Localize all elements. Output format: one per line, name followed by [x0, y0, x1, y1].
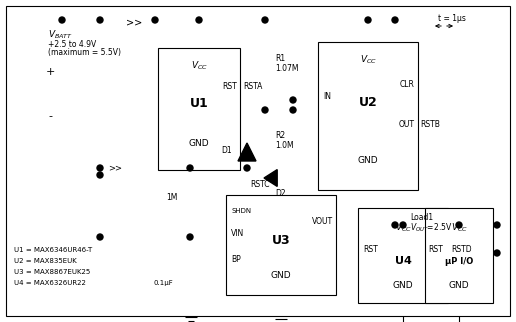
Circle shape [152, 17, 158, 23]
Circle shape [290, 97, 296, 103]
Bar [425, 208, 493, 303]
Text: U3: U3 [272, 233, 291, 247]
Circle shape [494, 222, 500, 228]
Text: $V_{CC}$: $V_{CC}$ [360, 54, 377, 66]
Text: Load1: Load1 [410, 213, 433, 222]
Text: U3 = MAX8867EUK25: U3 = MAX8867EUK25 [14, 269, 90, 275]
Circle shape [262, 17, 268, 23]
Text: +: + [45, 67, 55, 77]
Text: SHDN: SHDN [231, 208, 251, 214]
Circle shape [392, 222, 398, 228]
Text: U4 = MAX6326UR22: U4 = MAX6326UR22 [14, 280, 86, 286]
Text: D2: D2 [275, 188, 286, 197]
Circle shape [400, 222, 406, 228]
Text: -: - [48, 111, 52, 121]
Text: >>: >> [126, 17, 142, 27]
Circle shape [97, 165, 103, 171]
Text: U1: U1 [189, 97, 208, 109]
Circle shape [392, 17, 398, 23]
Text: OUT: OUT [399, 120, 415, 129]
Circle shape [196, 17, 202, 23]
Circle shape [59, 17, 65, 23]
Text: U1 = MAX6346UR46-T: U1 = MAX6346UR46-T [14, 247, 92, 253]
Circle shape [97, 17, 103, 23]
Circle shape [290, 107, 296, 113]
Text: BP: BP [231, 255, 241, 264]
Bar [158, 48, 240, 170]
Text: U4: U4 [395, 256, 411, 266]
Circle shape [456, 222, 462, 228]
Text: >>: >> [108, 164, 122, 173]
Text: GND: GND [271, 270, 292, 279]
Bar [358, 208, 448, 303]
Text: 1M: 1M [167, 194, 178, 203]
Text: (maximum = 5.5V): (maximum = 5.5V) [48, 48, 121, 56]
Text: VOUT: VOUT [312, 217, 333, 226]
Circle shape [97, 172, 103, 178]
Polygon shape [238, 143, 256, 161]
Text: R1: R1 [275, 53, 285, 62]
Circle shape [262, 107, 268, 113]
Text: t = 1μs: t = 1μs [438, 14, 466, 23]
Text: RST: RST [428, 245, 443, 254]
Bar [318, 42, 418, 190]
Text: U2 = MAX835EUK: U2 = MAX835EUK [14, 258, 77, 264]
Text: D1: D1 [221, 146, 232, 155]
Text: $V_{CC}$: $V_{CC}$ [395, 222, 411, 234]
Polygon shape [264, 170, 277, 186]
Text: μP I/O: μP I/O [445, 257, 473, 266]
Text: RSTB: RSTB [420, 120, 440, 129]
Text: R2: R2 [275, 130, 285, 139]
Text: 1.07M: 1.07M [275, 63, 298, 72]
Circle shape [244, 165, 250, 171]
Circle shape [365, 17, 371, 23]
Text: IN: IN [323, 92, 331, 101]
Text: RSTA: RSTA [243, 82, 262, 91]
Text: GND: GND [449, 280, 470, 289]
Text: VIN: VIN [231, 229, 244, 238]
Circle shape [187, 234, 193, 240]
Text: $V_{CC}$: $V_{CC}$ [190, 60, 207, 72]
Circle shape [494, 250, 500, 256]
Circle shape [187, 165, 193, 171]
Text: GND: GND [358, 156, 378, 165]
Text: +2.5 to 4.9V: +2.5 to 4.9V [48, 40, 96, 49]
Text: RST: RST [363, 245, 378, 254]
Text: U2: U2 [359, 96, 377, 109]
Bar [226, 195, 336, 295]
Text: 1.0M: 1.0M [275, 140, 294, 149]
Text: GND: GND [189, 138, 209, 147]
Text: 0.1μF: 0.1μF [153, 280, 173, 286]
Text: $V_{BATT}$: $V_{BATT}$ [48, 29, 73, 41]
Text: $V_{CC}$: $V_{CC}$ [450, 222, 467, 234]
Text: RSTC: RSTC [250, 180, 269, 189]
Text: RST: RST [222, 82, 237, 91]
Circle shape [97, 234, 103, 240]
Text: CLR: CLR [400, 80, 415, 89]
Text: GND: GND [393, 280, 413, 289]
Text: RSTD: RSTD [451, 245, 472, 254]
Text: $V_{OUT}$=2.5V: $V_{OUT}$=2.5V [410, 222, 453, 234]
